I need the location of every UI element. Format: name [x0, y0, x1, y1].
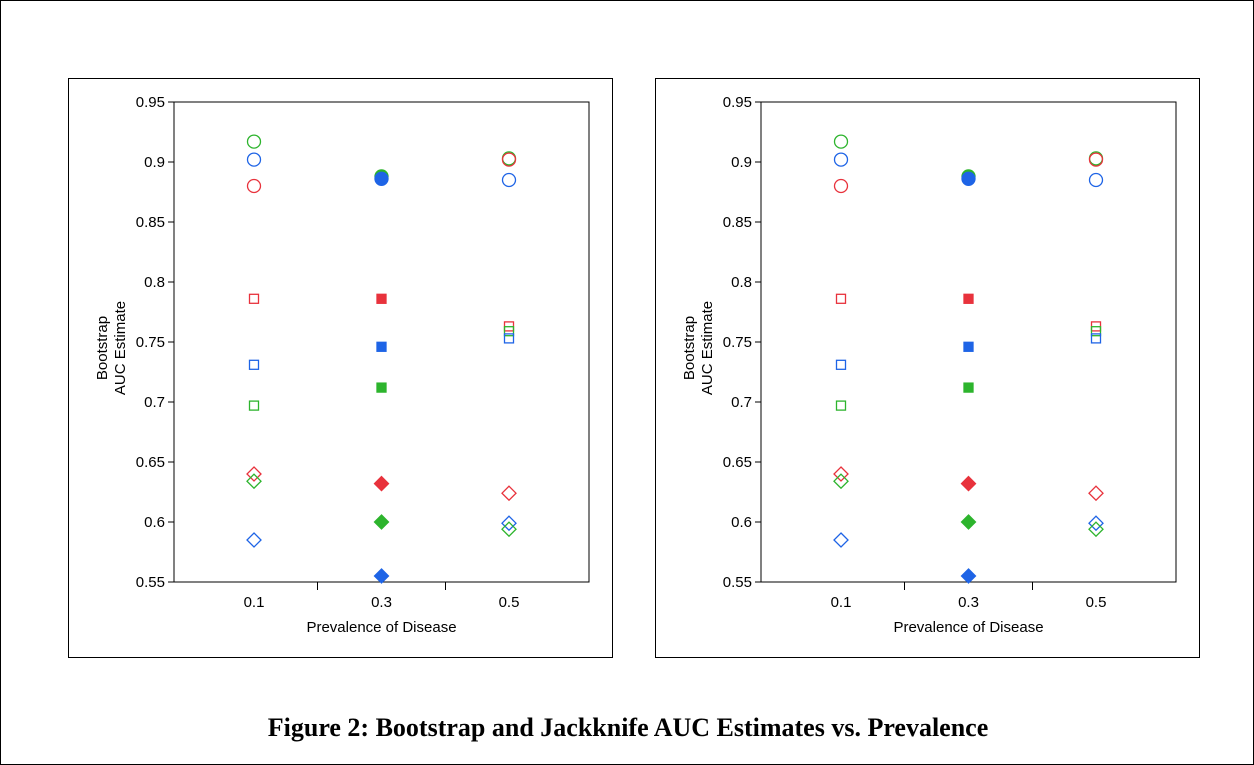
data-point-diamond — [373, 568, 390, 584]
data-point-diamond — [373, 475, 390, 492]
data-point-diamond — [246, 473, 262, 490]
data-point-diamond — [246, 466, 262, 482]
y-tick-label: 0.8 — [144, 274, 165, 291]
data-point-circle — [833, 178, 849, 194]
y-tick-label: 0.6 — [144, 514, 165, 531]
y-axis-label-line2: AUC Estimate — [699, 301, 716, 395]
data-point-diamond — [501, 485, 517, 502]
y-tick-label: 0.95 — [723, 94, 752, 111]
x-tick-label: 0.3 — [958, 594, 979, 611]
y-axis-label-line2: AUC Estimate — [112, 301, 129, 395]
data-point-circle — [1088, 172, 1104, 188]
data-point-diamond — [246, 532, 262, 548]
y-tick-label: 0.65 — [723, 454, 752, 471]
data-point-diamond — [960, 514, 977, 530]
y-tick-label: 0.7 — [144, 394, 165, 411]
data-point-square — [248, 359, 260, 370]
data-point-diamond — [960, 475, 977, 492]
data-point-square — [503, 333, 515, 344]
scatter-plot-left: 0.55 0.6 0.65 0.7 0.75 0.8 0.85 0.9 0.95 0.1 0.3 0.… — [94, 94, 590, 636]
data-point-diamond — [1088, 485, 1104, 502]
data-point-circle — [246, 134, 262, 149]
data-point-circle — [374, 171, 389, 186]
y-tick-label: 0.6 — [731, 514, 752, 531]
data-point-circle — [1088, 151, 1104, 166]
x-tick-label: 0.5 — [499, 594, 520, 611]
data-point-circle — [961, 171, 976, 186]
y-tick-label: 0.85 — [136, 214, 165, 231]
data-point-diamond — [1088, 515, 1104, 532]
data-point-square — [963, 293, 974, 304]
y-tick-label: 0.75 — [723, 334, 752, 351]
scatter-plot-right: 0.55 0.6 0.65 0.7 0.75 0.8 0.85 0.9 0.95 0.1 0.3 0.… — [681, 94, 1177, 636]
y-tick-label: 0.85 — [723, 214, 752, 231]
data-point-square — [963, 382, 974, 393]
data-point-square — [1090, 326, 1102, 337]
data-point-circle — [246, 152, 262, 167]
data-point-square — [835, 293, 847, 304]
data-point-diamond — [833, 532, 849, 548]
data-point-square — [376, 341, 387, 352]
data-point-diamond — [833, 466, 849, 482]
y-tick-label: 0.75 — [136, 334, 165, 351]
data-point-circle — [833, 134, 849, 149]
data-point-circle — [501, 152, 517, 167]
y-tick-label: 0.65 — [136, 454, 165, 471]
data-point-square — [835, 359, 847, 370]
data-point-circle — [833, 152, 849, 167]
data-point-square — [1090, 333, 1102, 344]
data-point-circle — [501, 151, 517, 166]
x-axis-label: Prevalence of Disease — [306, 619, 456, 636]
data-point-diamond — [1088, 521, 1104, 538]
y-tick-label: 0.7 — [731, 394, 752, 411]
data-point-diamond — [373, 514, 390, 530]
data-point-square — [248, 400, 260, 411]
data-point-diamond — [833, 473, 849, 490]
x-tick-label: 0.5 — [1086, 594, 1107, 611]
data-point-circle — [1088, 152, 1104, 167]
y-axis-label-line1: Bootstrap — [681, 316, 698, 380]
y-tick-label: 0.9 — [731, 154, 752, 171]
data-point-square — [503, 326, 515, 337]
x-tick-label: 0.1 — [831, 594, 852, 611]
y-tick-label: 0.8 — [731, 274, 752, 291]
chart-right: 0.55 0.6 0.65 0.7 0.75 0.8 0.85 0.9 0.95 0.1 0.3 0.… — [655, 78, 1200, 658]
data-point-circle — [501, 172, 517, 188]
data-point-square — [248, 293, 260, 304]
x-tick-label: 0.1 — [244, 594, 265, 611]
chart-left: 0.55 0.6 0.65 0.7 0.75 0.8 0.85 0.9 0.95 0.1 0.3 0.… — [68, 78, 613, 658]
data-point-diamond — [501, 521, 517, 538]
data-point-square — [963, 341, 974, 352]
data-point-square — [835, 400, 847, 411]
y-tick-label: 0.9 — [144, 154, 165, 171]
y-tick-label: 0.55 — [723, 574, 752, 591]
x-tick-label: 0.3 — [371, 594, 392, 611]
data-point-circle — [246, 178, 262, 194]
y-tick-label: 0.95 — [136, 94, 165, 111]
y-axis-label-line1: Bootstrap — [94, 316, 111, 380]
y-tick-label: 0.55 — [136, 574, 165, 591]
x-axis-label: Prevalence of Disease — [893, 619, 1043, 636]
data-point-square — [376, 382, 387, 393]
data-point-diamond — [501, 515, 517, 532]
data-point-square — [376, 293, 387, 304]
data-point-diamond — [960, 568, 977, 584]
figure-caption: Figure 2: Bootstrap and Jackknife AUC Es… — [267, 713, 989, 742]
